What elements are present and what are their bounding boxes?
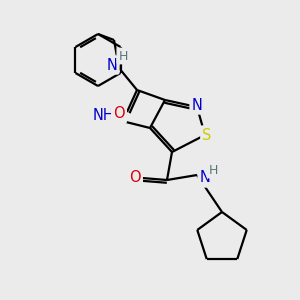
Text: H: H bbox=[118, 50, 128, 62]
Text: NH₂: NH₂ bbox=[92, 109, 120, 124]
Text: N: N bbox=[106, 58, 117, 73]
Text: H: H bbox=[208, 164, 218, 176]
Text: O: O bbox=[113, 106, 125, 122]
Text: S: S bbox=[202, 128, 212, 142]
Text: N: N bbox=[192, 98, 203, 112]
Text: O: O bbox=[129, 170, 141, 185]
Text: N: N bbox=[200, 170, 210, 185]
